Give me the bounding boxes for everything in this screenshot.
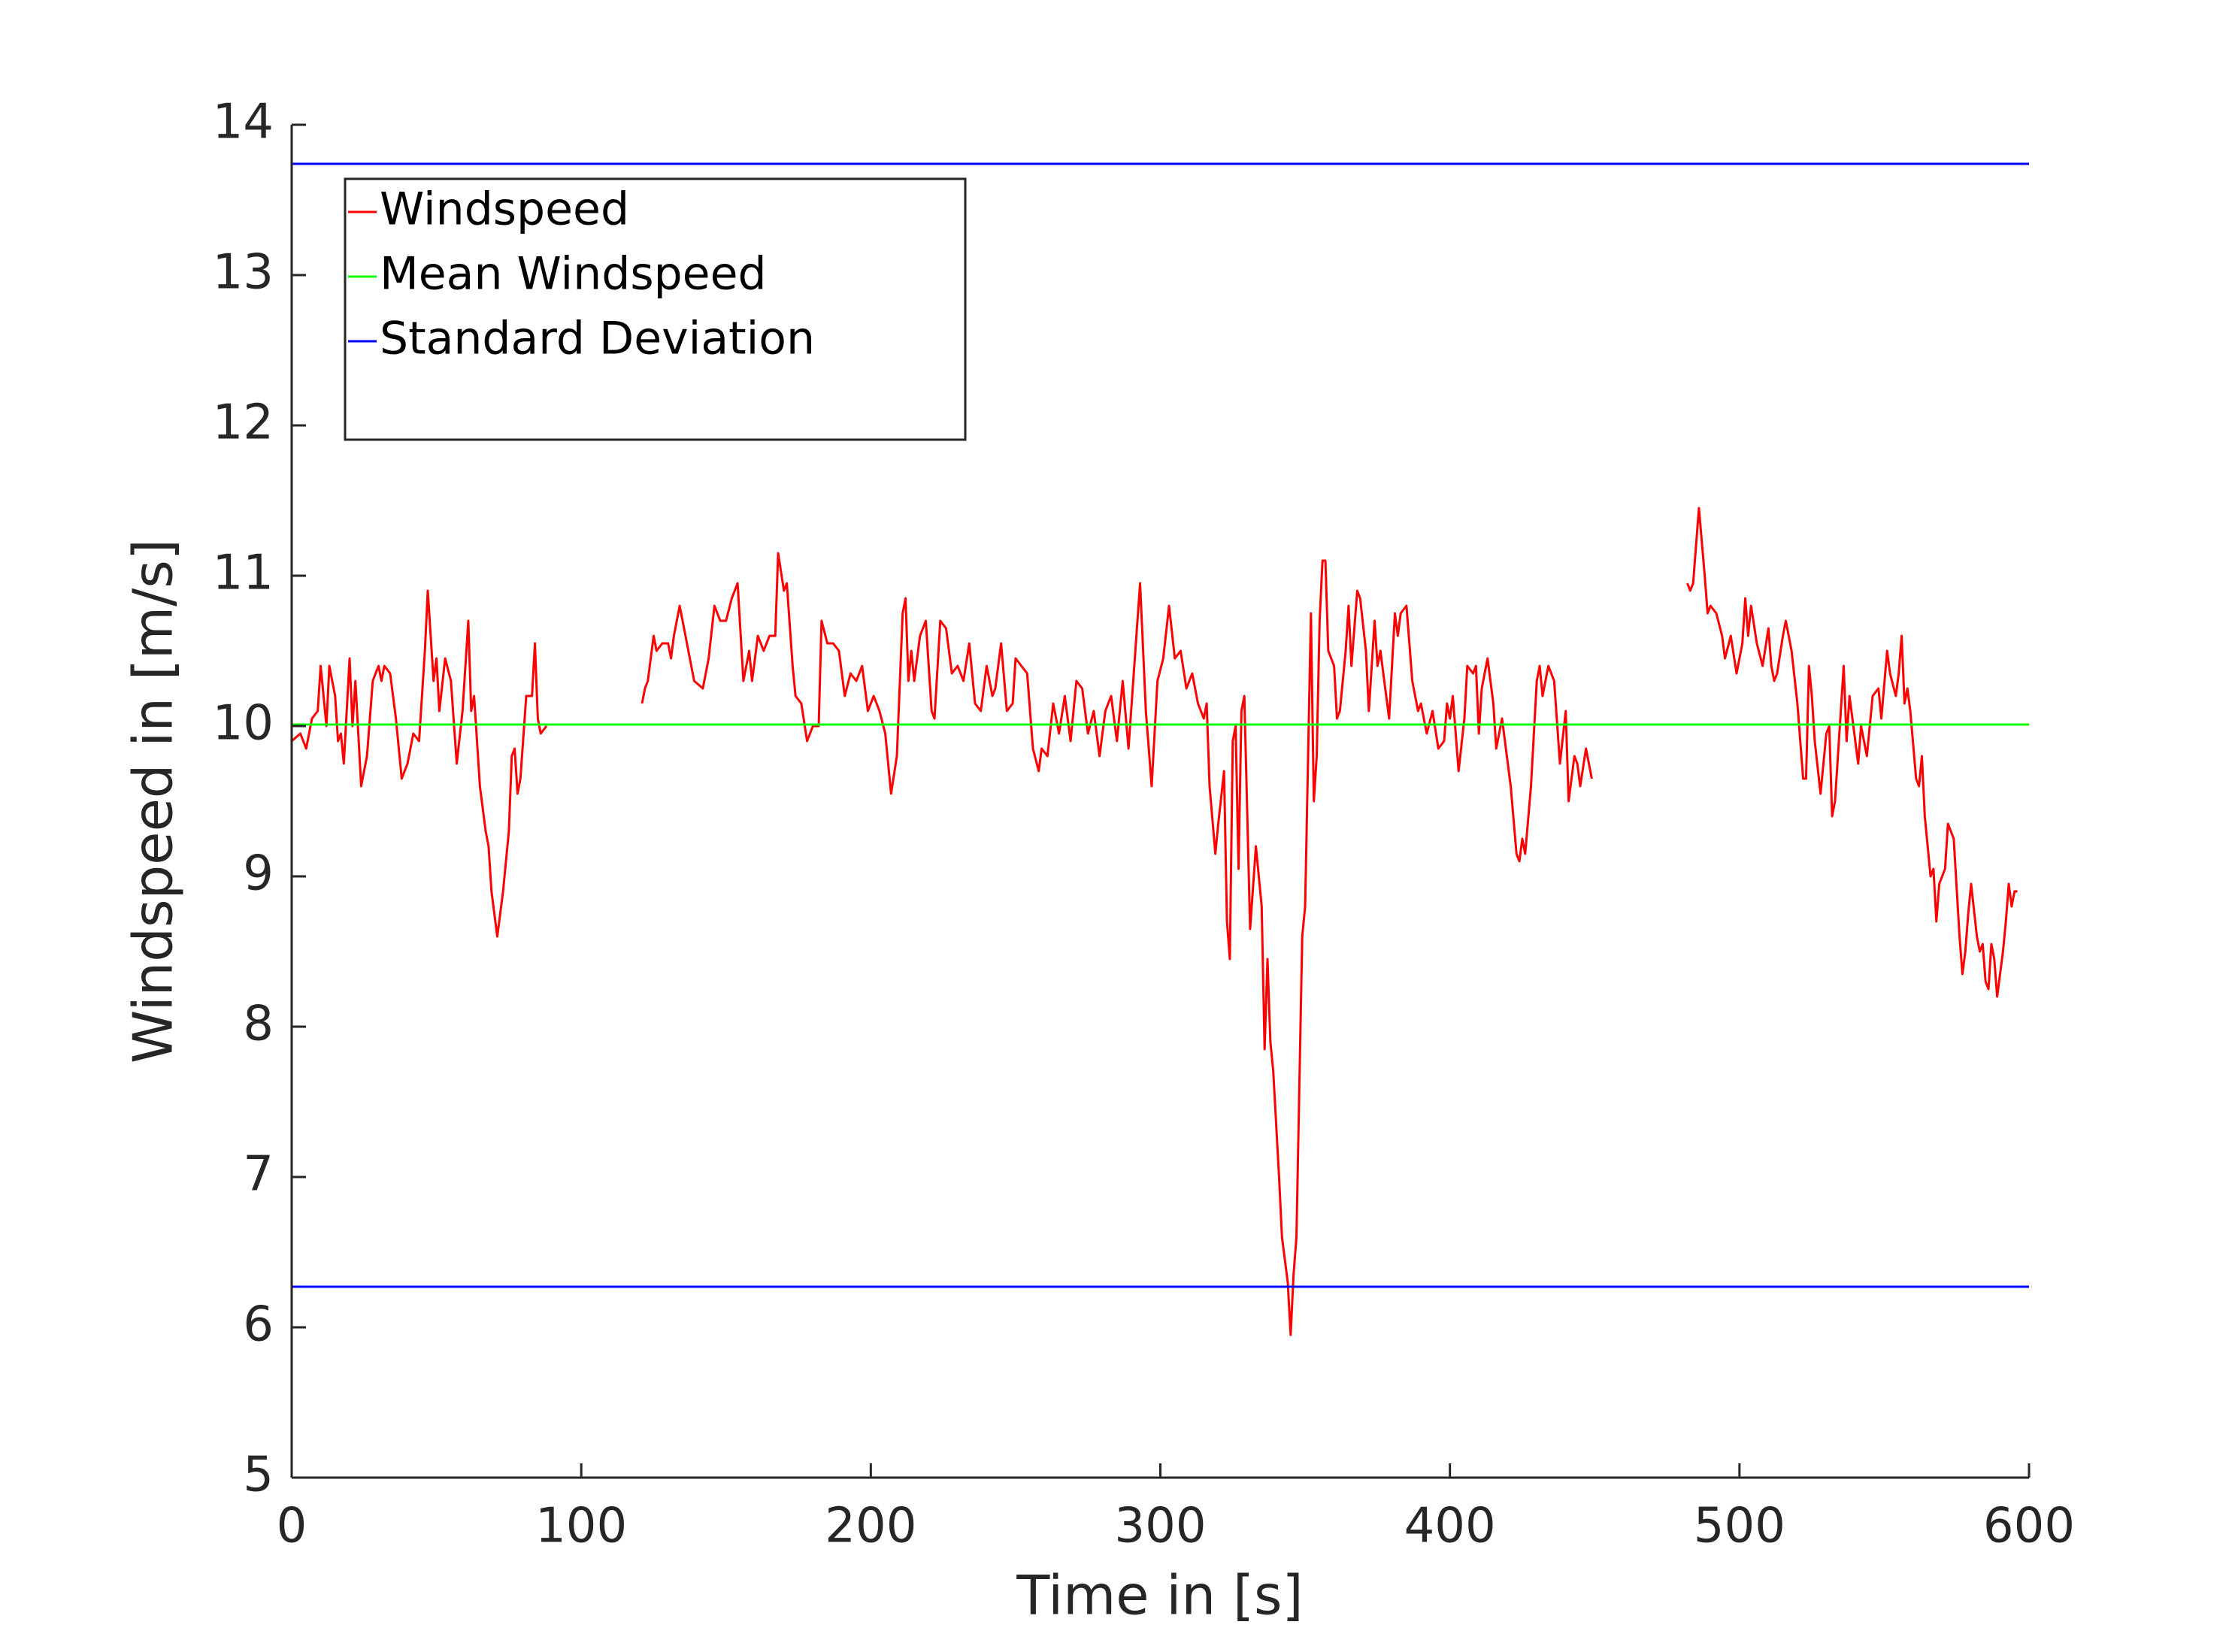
- x-tick-label: 100: [535, 1499, 627, 1554]
- x-tick-label: 400: [1404, 1499, 1496, 1554]
- x-tick-label: 500: [1694, 1499, 1785, 1554]
- y-tick-label: 13: [213, 245, 274, 301]
- x-tick-label: 0: [277, 1499, 307, 1554]
- x-tick-label: 600: [1983, 1499, 2075, 1554]
- x-axis-label: Time in [s]: [1016, 1564, 1303, 1627]
- y-tick-label: 5: [243, 1448, 274, 1503]
- legend-label: Standard Deviation: [380, 313, 815, 365]
- y-tick-label: 6: [243, 1297, 274, 1353]
- legend: Windspeed Mean Windspeed Standard Deviatio…: [344, 177, 967, 441]
- series-line: [291, 507, 2018, 1336]
- legend-label: Mean Windspeed: [380, 248, 767, 301]
- legend-box: [344, 177, 967, 441]
- series-line: [292, 162, 2029, 1288]
- y-tick-label: 14: [213, 95, 274, 150]
- x-tick-label: 200: [825, 1499, 916, 1554]
- x-tick-label: 300: [1114, 1499, 1206, 1554]
- y-tick-label: 8: [243, 997, 274, 1052]
- y-tick-label: 12: [213, 395, 274, 451]
- y-tick-label: 11: [213, 546, 274, 601]
- y-tick-label: 10: [213, 696, 274, 752]
- legend-label: Windspeed: [380, 183, 629, 236]
- y-axis-label: Windspeed in [m/s]: [122, 539, 185, 1064]
- y-tick-label: 9: [243, 846, 274, 902]
- y-tick-label: 7: [243, 1147, 274, 1203]
